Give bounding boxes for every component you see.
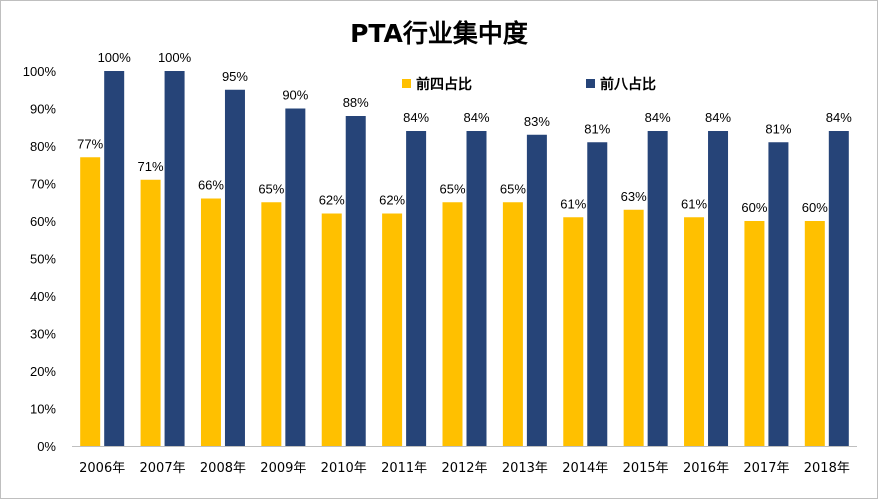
- data-label-series-1: 61%: [560, 196, 586, 211]
- data-label-series-1: 60%: [802, 200, 828, 215]
- data-label-series-1: 66%: [198, 178, 224, 193]
- bar-series-2: [708, 131, 729, 446]
- bar-series-2: [526, 134, 547, 446]
- legend-swatch-series-2: [586, 79, 595, 88]
- x-axis: 2006年 2007年 2008年 2009年 2010年 2011年 2012年 2013年…: [72, 446, 857, 476]
- data-label-series-1: 71%: [138, 159, 164, 174]
- x-tick-label: 2011年: [381, 461, 427, 476]
- y-tick-label: 70%: [30, 177, 56, 192]
- x-tick-label: 2010年: [321, 461, 367, 476]
- y-tick-label: 20%: [30, 364, 56, 379]
- data-label-series-2: 81%: [765, 121, 791, 136]
- y-tick-label: 60%: [30, 214, 56, 229]
- bar-series-1: [140, 179, 161, 446]
- x-tick-label: 2018年: [804, 461, 850, 476]
- bar-series-2: [164, 71, 185, 446]
- data-label-series-2: 84%: [645, 110, 671, 125]
- bar-series-1: [563, 217, 584, 446]
- bar-series-1: [321, 213, 342, 446]
- data-label-series-2: 84%: [826, 110, 852, 125]
- x-tick-label: 2016年: [683, 461, 729, 476]
- bar-series-1: [442, 202, 463, 446]
- data-label-series-2: 100%: [98, 50, 132, 65]
- data-label-series-2: 81%: [584, 121, 610, 136]
- y-tick-label: 100%: [23, 64, 57, 79]
- data-label-series-2: 90%: [282, 88, 308, 103]
- bar-series-1: [502, 202, 523, 446]
- bar-series-1: [684, 217, 705, 446]
- bar-series-2: [406, 131, 427, 446]
- x-tick-label: 2006年: [79, 461, 125, 476]
- bar-series-2: [647, 131, 668, 446]
- bar-series-2: [466, 131, 487, 446]
- data-label-series-1: 63%: [621, 189, 647, 204]
- y-tick-label: 90%: [30, 102, 56, 117]
- bar-series-1: [744, 221, 765, 446]
- x-tick-label: 2017年: [743, 461, 789, 476]
- bar-series-1: [382, 213, 403, 446]
- data-label-series-1: 65%: [500, 181, 526, 196]
- y-tick-label: 40%: [30, 289, 56, 304]
- bar-series-2: [345, 116, 366, 446]
- bar-series-2: [104, 71, 125, 446]
- x-tick-label: 2013年: [502, 461, 548, 476]
- bar-series-2: [587, 142, 608, 446]
- bar-series-1: [804, 221, 825, 446]
- bar-series-1: [80, 157, 101, 446]
- bar-series-1: [200, 198, 221, 446]
- data-label-series-1: 62%: [319, 193, 345, 208]
- x-tick-label: 2007年: [140, 461, 186, 476]
- y-tick-label: 80%: [30, 139, 56, 154]
- data-label-series-1: 65%: [258, 181, 284, 196]
- data-label-series-2: 84%: [705, 110, 731, 125]
- y-tick-label: 30%: [30, 327, 56, 342]
- y-axis: 0% 10% 20% 30% 40% 50% 60% 70% 80% 90% 100%: [23, 64, 57, 454]
- legend-label-series-2: 前八占比: [600, 76, 656, 93]
- data-label-series-1: 62%: [379, 193, 405, 208]
- data-label-series-1: 60%: [741, 200, 767, 215]
- data-label-series-2: 84%: [403, 110, 429, 125]
- bar-series-2: [285, 108, 306, 446]
- y-tick-label: 10%: [30, 402, 56, 417]
- bar-series-2: [224, 89, 245, 446]
- data-label-series-1: 77%: [77, 136, 103, 151]
- y-tick-label: 0%: [37, 439, 56, 454]
- y-tick-label: 50%: [30, 252, 56, 267]
- x-tick-label: 2008年: [200, 461, 246, 476]
- bar-series-1: [261, 202, 282, 446]
- bar-series-2: [768, 142, 789, 446]
- data-label-series-2: 84%: [463, 110, 489, 125]
- bars: [80, 71, 849, 446]
- bar-series-2: [828, 131, 849, 446]
- x-tick-label: 2009年: [260, 461, 306, 476]
- data-label-series-1: 65%: [439, 181, 465, 196]
- data-label-series-2: 83%: [524, 114, 550, 129]
- chart-title: PTA行业集中度: [350, 19, 528, 48]
- legend-label-series-1: 前四占比: [416, 76, 472, 93]
- x-tick-label: 2015年: [623, 461, 669, 476]
- data-labels: 77% 100% 71% 100% 66% 95% 65% 90% 62% 88% 62% 84% 65…: [77, 50, 852, 215]
- x-tick-label: 2012年: [441, 461, 487, 476]
- data-label-series-1: 61%: [681, 196, 707, 211]
- data-label-series-2: 88%: [343, 95, 369, 110]
- legend: 前四占比 前八占比: [402, 76, 656, 93]
- data-label-series-2: 100%: [158, 50, 192, 65]
- legend-swatch-series-1: [402, 79, 411, 88]
- x-tick-label: 2014年: [562, 461, 608, 476]
- bar-series-1: [623, 209, 644, 446]
- data-label-series-2: 95%: [222, 69, 248, 84]
